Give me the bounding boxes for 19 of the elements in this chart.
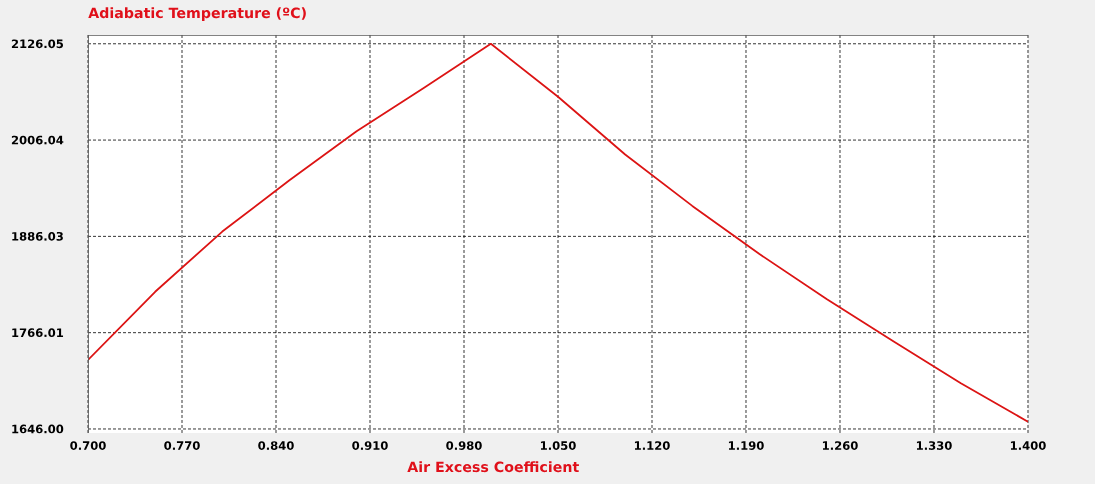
- y-tick-label: 1646.00: [12, 424, 64, 434]
- x-tick-label: 0.770: [164, 441, 200, 450]
- x-tick-label: 0.910: [352, 441, 388, 450]
- x-axis-title: Air Excess Coefficient: [407, 461, 579, 473]
- x-tick-label: 1.120: [634, 441, 670, 450]
- x-tick-label: 1.330: [916, 441, 952, 450]
- chart-title: Adiabatic Temperature (ºC): [88, 7, 306, 21]
- line-series: [88, 42, 1028, 423]
- y-tick-label: 1886.03: [12, 231, 63, 241]
- y-tick-label: 2006.04: [11, 135, 64, 145]
- x-tick-label: 0.700: [70, 441, 106, 450]
- x-tick-label: 1.050: [540, 441, 576, 450]
- x-tick-label: 1.260: [822, 441, 858, 450]
- y-tick-label: 2126.05: [11, 39, 64, 49]
- y-tick-label: 1766.01: [12, 328, 64, 338]
- x-tick-label: 0.980: [446, 441, 482, 450]
- x-tick-label: 1.190: [728, 441, 764, 450]
- x-tick-label: 0.840: [258, 441, 294, 450]
- x-tick-label: 1.400: [1010, 441, 1046, 450]
